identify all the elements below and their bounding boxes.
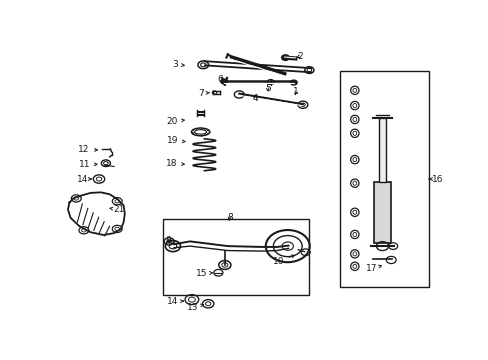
Text: 8: 8 [226, 212, 232, 221]
Text: 15: 15 [196, 269, 213, 278]
Text: 14: 14 [166, 297, 183, 306]
Bar [163, 219, 309, 296]
Text: 21: 21 [110, 205, 124, 214]
Text: 12: 12 [78, 145, 97, 154]
Bar [379, 118, 385, 182]
Text: 13: 13 [186, 303, 203, 312]
Text: 18: 18 [166, 159, 184, 168]
Text: 14: 14 [77, 175, 91, 184]
Text: 11: 11 [79, 160, 97, 169]
Circle shape [281, 55, 289, 60]
Circle shape [166, 240, 171, 243]
Text: 6: 6 [217, 75, 226, 84]
Text: 19: 19 [167, 136, 185, 145]
Text: 10: 10 [272, 255, 294, 266]
Text: 9: 9 [165, 237, 176, 246]
Text: 3: 3 [172, 60, 184, 69]
Text: 4: 4 [252, 94, 258, 103]
Text: 20: 20 [166, 117, 184, 126]
Text: 7: 7 [198, 89, 209, 98]
Text: 16: 16 [428, 175, 442, 184]
Text: 1: 1 [293, 87, 299, 96]
Text: 5: 5 [264, 84, 270, 93]
Bar [373, 182, 390, 243]
Circle shape [290, 80, 297, 85]
Text: 2: 2 [296, 52, 302, 61]
Bar [339, 71, 428, 287]
Circle shape [220, 79, 227, 84]
Text: 17: 17 [366, 264, 381, 273]
